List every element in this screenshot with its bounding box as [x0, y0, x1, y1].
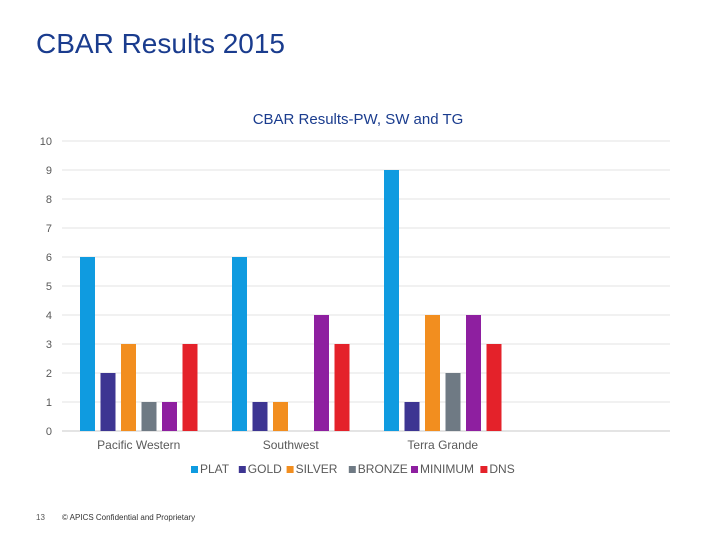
x-category-label: Pacific Western — [97, 438, 180, 452]
legend-swatch-bronze — [348, 466, 356, 473]
legend-label-minimum: MINIMUM — [420, 462, 474, 476]
legend-swatch-silver — [286, 466, 294, 473]
bar-bronze-pacific-western — [141, 402, 157, 431]
legend-swatch-gold — [238, 466, 246, 473]
bar-gold-southwest — [252, 402, 268, 431]
bar-dns-southwest — [334, 344, 350, 431]
bar-plat-pacific-western — [80, 257, 95, 431]
y-tick-label: 0 — [46, 426, 52, 438]
copyright-notice: © APICS Confidential and Proprietary — [62, 513, 196, 522]
legend-label-plat: PLAT — [200, 462, 230, 476]
y-tick-label: 9 — [46, 165, 52, 177]
bar-bronze-terra-grande — [445, 373, 461, 431]
bar-silver-terra-grande — [425, 315, 440, 431]
legend-label-silver: SILVER — [296, 462, 338, 476]
page-number: 13 — [36, 513, 45, 522]
bar-minimum-southwest — [314, 315, 329, 431]
bar-silver-pacific-western — [121, 344, 136, 431]
y-tick-label: 8 — [46, 194, 52, 206]
legend-swatch-dns — [480, 466, 488, 473]
legend-swatch-plat — [191, 466, 198, 473]
legend-label-dns: DNS — [489, 462, 514, 476]
bar-gold-terra-grande — [404, 402, 420, 431]
y-tick-label: 1 — [46, 397, 52, 409]
y-tick-label: 6 — [46, 252, 52, 264]
chart-title: CBAR Results-PW, SW and TG — [253, 111, 464, 128]
legend-swatch-minimum — [411, 466, 418, 473]
y-tick-label: 3 — [46, 339, 52, 351]
y-tick-label: 4 — [46, 310, 52, 322]
y-tick-label: 5 — [46, 281, 52, 293]
bar-minimum-pacific-western — [162, 402, 177, 431]
x-category-label: Terra Grande — [407, 438, 478, 452]
bar-silver-southwest — [273, 402, 288, 431]
x-category-label: Southwest — [263, 438, 320, 452]
bar-gold-pacific-western — [100, 373, 116, 431]
y-tick-label: 7 — [46, 223, 52, 235]
legend-label-bronze: BRONZE — [358, 462, 408, 476]
bar-minimum-terra-grande — [466, 315, 481, 431]
bar-plat-terra-grande — [384, 170, 399, 431]
legend-label-gold: GOLD — [248, 462, 282, 476]
bar-plat-southwest — [232, 257, 247, 431]
bar-dns-terra-grande — [486, 344, 502, 431]
y-tick-label: 10 — [40, 136, 52, 148]
bar-dns-pacific-western — [182, 344, 198, 431]
slide-title: CBAR Results 2015 — [36, 28, 286, 59]
y-tick-label: 2 — [46, 368, 52, 380]
